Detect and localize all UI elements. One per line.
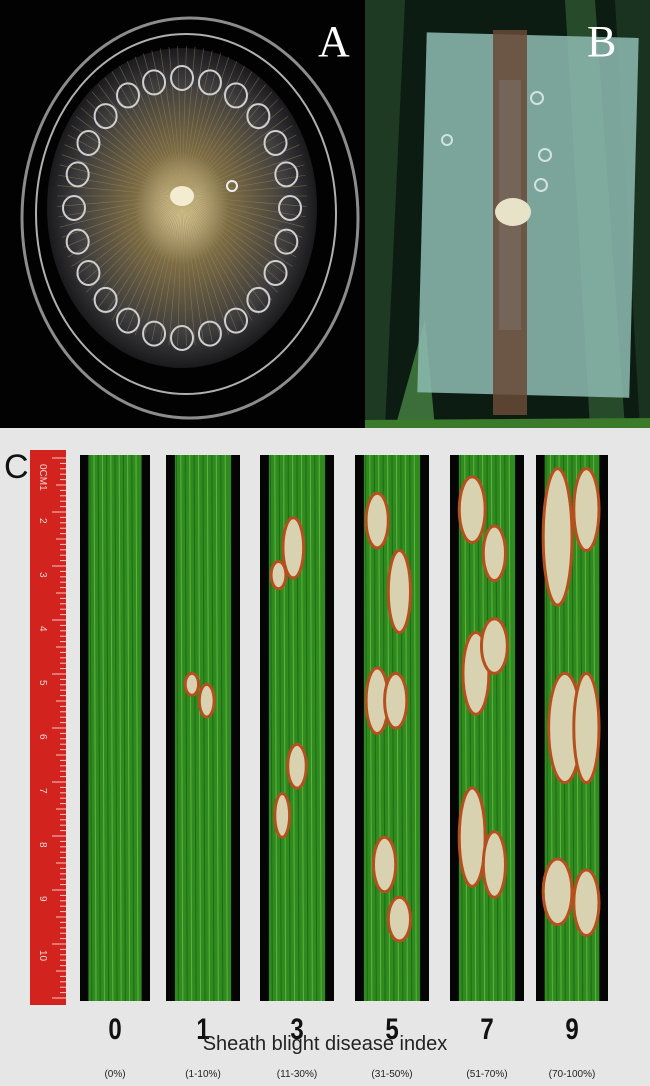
petri-dish-image [20, 16, 360, 420]
lesion [383, 671, 409, 730]
leaf-sheath-image [450, 454, 524, 1002]
panel-a-petri-dish: A [0, 0, 365, 428]
lesion [481, 830, 508, 899]
leaf-sheath-image [166, 454, 240, 1002]
lesion [541, 467, 574, 607]
lesion [386, 895, 413, 943]
leaf-sheath-image [355, 454, 429, 1002]
lesion [572, 868, 601, 937]
lesion [572, 467, 601, 553]
ruler-number: 5 [37, 680, 48, 686]
ruler-number: 3 [37, 572, 48, 578]
leaf-sheath-sample [536, 454, 608, 1002]
leaf-sheath-sample [166, 454, 240, 1002]
lesion-percentage-range: (31-50%) [371, 1069, 413, 1080]
disease-index-value: 0 [108, 1013, 122, 1046]
lesion [364, 491, 390, 550]
lesion [286, 742, 308, 790]
lesion [457, 475, 487, 544]
ruler-number: 2 [37, 518, 48, 524]
lesion-percentage-range: (70-100%) [548, 1069, 596, 1080]
disease-index-value: 9 [565, 1013, 579, 1046]
x-axis-title: Sheath blight disease index [202, 1033, 448, 1055]
ruler-number: 8 [37, 842, 48, 848]
ruler-number: 9 [37, 896, 48, 902]
leaf-sheath-sample [80, 454, 150, 1002]
lesion-percentage-range: (11-30%) [276, 1069, 318, 1080]
lesion [572, 671, 601, 785]
lesion [281, 516, 306, 580]
panel-a-label: A [318, 17, 350, 66]
sheath-inoculation-image [365, 0, 650, 428]
lesion-percentage-range: (0%) [104, 1069, 126, 1080]
ruler-number: 4 [37, 626, 48, 632]
leaf-sheath-sample [260, 454, 334, 1002]
leaf-sheath-image [80, 454, 150, 1002]
panel-b-inoculated-sheath: B [365, 0, 650, 428]
lesion [372, 835, 398, 894]
lesion [457, 786, 487, 888]
lesion [386, 549, 413, 634]
leaf-sheath-sample [450, 454, 524, 1002]
ruler-number: 7 [37, 788, 48, 794]
lesion [183, 671, 201, 697]
lesion [481, 524, 508, 583]
lesion-percentage-range: (51-70%) [466, 1069, 508, 1080]
disease-index-value: 1 [196, 1013, 210, 1046]
ruler-ticks: 0CM1 2 3 4 5 6 7 8 9 10 [37, 457, 66, 999]
leaf-sheath-sample [355, 454, 429, 1002]
panel-c-disease-index-scale: C 0CM1 2 3 4 5 6 7 8 9 10 0 1 3 5 7 9 Sheath blight di… [0, 428, 650, 1086]
disease-index-value: 3 [290, 1013, 304, 1046]
ruler-number: 0CM1 [37, 464, 48, 491]
ruler-number: 6 [37, 734, 48, 740]
lesion [479, 617, 509, 675]
lesion [197, 682, 216, 719]
disease-index-value: 5 [385, 1013, 399, 1046]
disease-index-value: 7 [480, 1013, 494, 1046]
ruler: 0CM1 2 3 4 5 6 7 8 9 10 [30, 450, 66, 1005]
lesion [541, 857, 574, 927]
leaf-sheath-image [260, 454, 334, 1002]
leaf-sheath-image [536, 454, 608, 1002]
lesion-percentage-range: (1-10%) [185, 1069, 221, 1080]
ruler-number: 10 [37, 950, 48, 962]
panel-c-label: C [4, 448, 29, 486]
lesion [269, 559, 288, 591]
lesion [273, 792, 292, 839]
panel-b-label: B [587, 17, 617, 66]
